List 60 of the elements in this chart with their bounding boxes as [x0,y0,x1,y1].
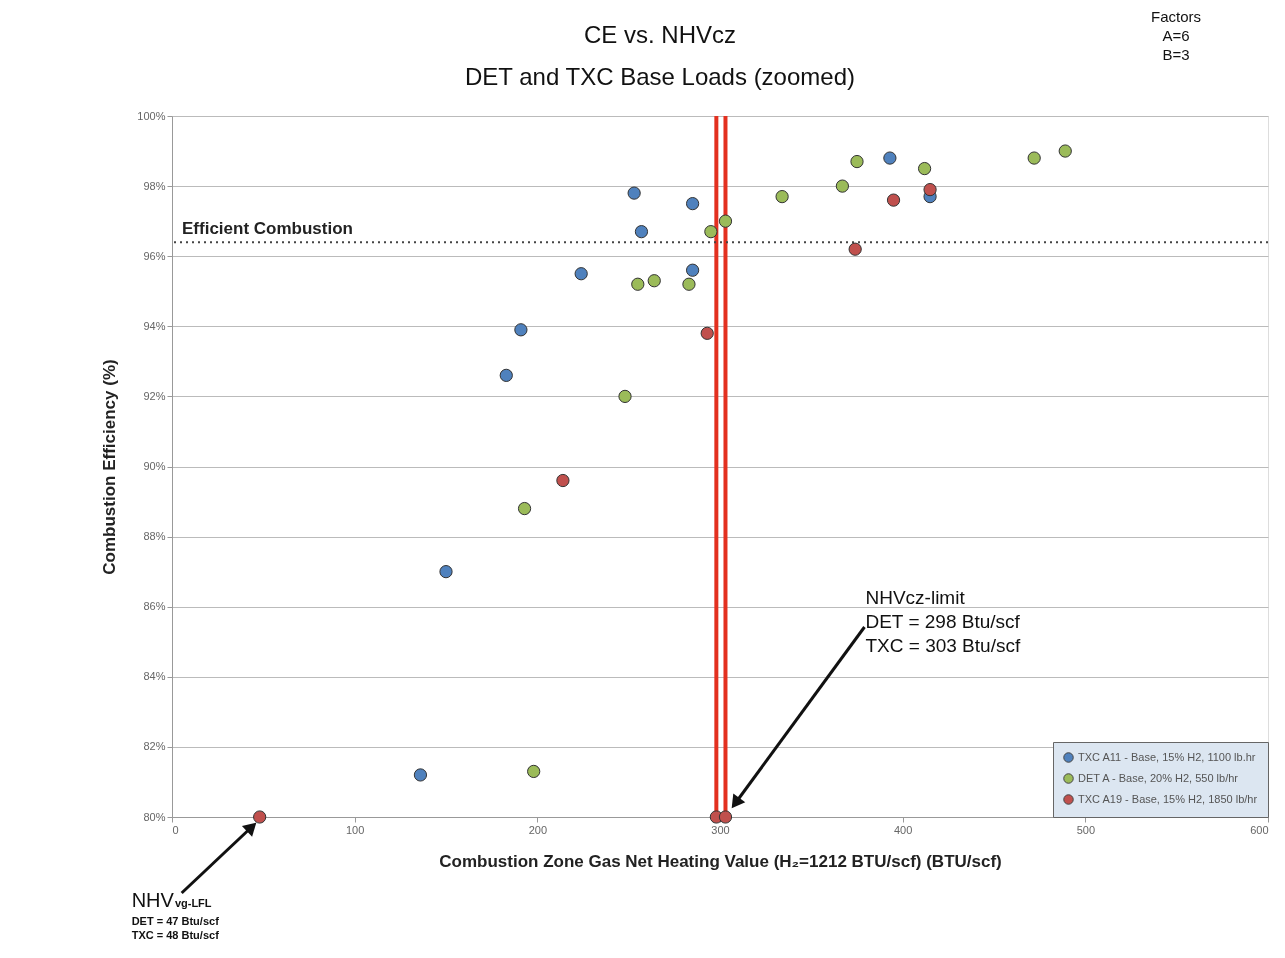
legend-label: TXC A19 - Base, 15% H2, 1850 lb/hr [1078,792,1258,805]
y-tick-label: 88% [143,530,166,543]
y-axis-title: Combustion Efficiency (%) [100,359,120,575]
point [850,154,864,169]
y-tick-label: 100% [137,109,166,122]
point [685,197,700,211]
point [556,473,570,488]
y-tick-label: 92% [143,389,166,402]
point [631,277,645,291]
point [682,277,696,291]
chart-title: CE vs. NHVcz [583,21,737,48]
text: Factors A=6 B=3 [1150,8,1202,63]
legend-label: DET A - Base, 20% H2, 550 lb/hr [1078,771,1239,784]
point [917,161,932,176]
y-tick-label: 96% [143,249,166,262]
x-tick-label: 500 [1076,823,1096,836]
point [1027,151,1041,165]
x-tick-label: 300 [711,823,730,836]
point [517,501,532,516]
point [886,193,901,207]
x-tick-label: 100 [345,823,365,836]
point [499,368,513,382]
x-tick-label: 0 [172,823,179,836]
point [775,190,789,204]
y-tick-label: 90% [143,460,166,472]
x-tick-label: 400 [893,823,913,836]
y-tick-label: 80% [143,810,166,823]
point [700,326,714,340]
point [627,186,641,200]
text: NHVvg-LFL DET = 47 Btu/scf TXC = 48 Btu/scf [131,889,220,941]
point [923,182,937,197]
point [253,810,267,824]
point [527,764,541,779]
annotation: NHVcz-limit DET = 298 Btu/scf TXC = 303 Btu/scf [865,587,1021,656]
legend-label: TXC A11 - Base, 15% H2, 1100 lb.hr [1078,750,1256,763]
y-tick-label: 86% [143,600,166,613]
x-axis-title: Combustion Zone Gas Net Heating Value (H₂=1212 BTU/scf) (BTU/scf) [439,851,1002,871]
point [835,179,850,193]
x-tick-label: 600 [1250,823,1269,836]
point [848,242,862,256]
point [618,389,632,404]
y-tick-label: 98% [143,179,166,192]
point [514,323,528,337]
point [704,225,718,239]
point [574,267,588,281]
y-tick-label: 82% [143,740,166,753]
point [413,768,428,782]
y-tick-label: 84% [143,670,166,683]
point [439,565,453,579]
point [685,263,700,277]
ref-line-label: Efficient Combustion [182,219,353,239]
y-tick-label: 94% [143,319,166,332]
chart-subtitle: DET and TXC Base Loads (zoomed) [465,63,855,90]
point [634,225,649,239]
point [718,810,733,824]
x-tick-label: 200 [528,823,548,836]
point [647,274,661,288]
point [1058,144,1072,158]
point [883,151,897,165]
point [718,214,733,228]
